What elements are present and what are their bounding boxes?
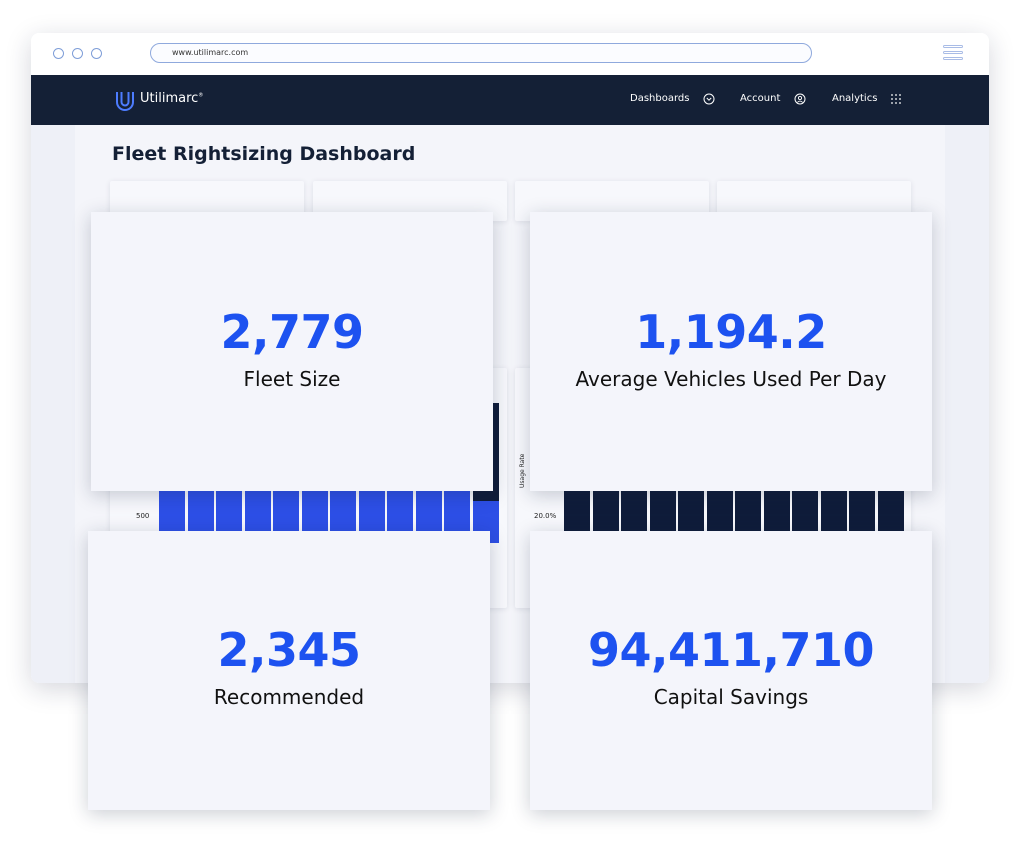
brand-name[interactable]: Utilimarc® (140, 91, 204, 106)
nav-analytics[interactable]: Analytics (832, 93, 878, 104)
window-control-dot[interactable] (72, 48, 83, 59)
stat-value: 1,194.2 (635, 305, 827, 359)
stat-value: 2,779 (220, 305, 364, 359)
stat-label: Capital Savings (653, 685, 809, 709)
user-circle-icon[interactable] (794, 93, 806, 105)
y-tick-label: 20.0% (534, 512, 557, 520)
nav-dashboards[interactable]: Dashboards (630, 93, 690, 104)
browser-chrome: www.utilimarc.com (31, 33, 989, 75)
nav-account[interactable]: Account (740, 93, 781, 104)
stat-card-capital-savings: 94,411,710 Capital Savings (530, 531, 932, 810)
top-navbar: Utilimarc® Dashboards Account Analytics (31, 75, 989, 125)
stat-label: Average Vehicles Used Per Day (575, 367, 887, 391)
y-axis-label: Usage Rate (519, 453, 526, 488)
stat-value: 2,345 (217, 623, 361, 677)
y-tick-label: 500 (136, 512, 150, 520)
url-bar[interactable]: www.utilimarc.com (150, 43, 812, 63)
stat-card-fleet-size: 2,779 Fleet Size (91, 212, 493, 491)
window-control-dot[interactable] (91, 48, 102, 59)
window-control-dot[interactable] (53, 48, 64, 59)
chevron-circle-icon[interactable] (703, 93, 715, 105)
stat-value: 94,411,710 (587, 623, 875, 677)
page-title: Fleet Rightsizing Dashboard (112, 143, 416, 165)
stat-card-average-vehicles: 1,194.2 Average Vehicles Used Per Day (530, 212, 932, 491)
grid-dots-icon[interactable] (890, 93, 902, 105)
stat-card-recommended: 2,345 Recommended (88, 531, 490, 810)
stat-label: Recommended (213, 685, 365, 709)
menu-icon[interactable] (943, 45, 963, 62)
utilimarc-logo-icon (116, 92, 134, 111)
stat-label: Fleet Size (243, 367, 341, 391)
